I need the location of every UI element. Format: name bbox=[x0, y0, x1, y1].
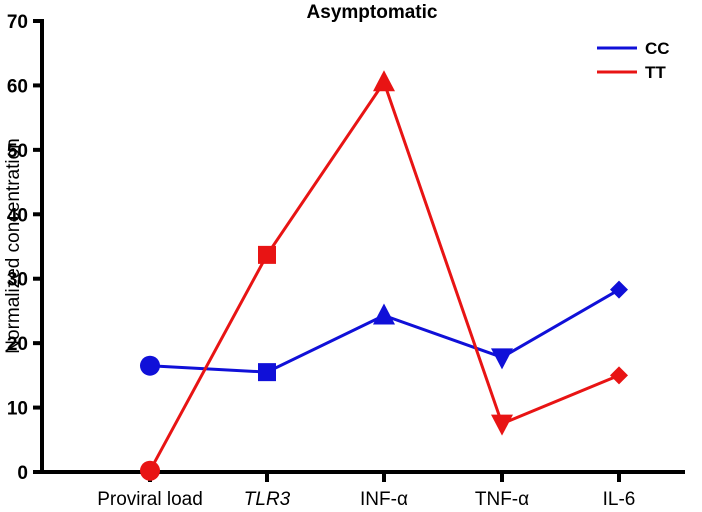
y-tick-label: 50 bbox=[7, 141, 28, 162]
series-group bbox=[140, 70, 628, 481]
legend-label-cc: CC bbox=[645, 39, 670, 58]
data-point-cc bbox=[610, 280, 628, 299]
y-axis-label: Normalized concentration bbox=[3, 138, 24, 353]
axes bbox=[40, 19, 685, 474]
chart-title: Asymptomatic bbox=[307, 2, 438, 23]
x-tick-label: IL-6 bbox=[603, 489, 636, 510]
data-point-cc bbox=[140, 355, 160, 376]
y-tick-label: 10 bbox=[7, 399, 28, 420]
y-tick-label: 0 bbox=[17, 463, 28, 484]
x-tick-label: TNF-α bbox=[475, 489, 529, 510]
legend-label-tt: TT bbox=[645, 63, 666, 82]
y-tick-label: 70 bbox=[7, 12, 28, 33]
series-tt bbox=[140, 70, 628, 481]
data-point-tt bbox=[373, 70, 395, 92]
data-point-tt bbox=[491, 414, 513, 436]
data-point-tt bbox=[258, 245, 276, 264]
x-ticks: Proviral load TLR3 INF-α TNF-α IL-6 bbox=[97, 472, 635, 510]
y-tick-label: 30 bbox=[7, 270, 28, 291]
data-point-tt bbox=[140, 460, 160, 481]
data-point-cc bbox=[373, 303, 395, 325]
data-point-cc bbox=[491, 348, 513, 370]
legend: CC TT bbox=[597, 39, 670, 82]
y-tick-label: 20 bbox=[7, 334, 28, 355]
data-point-tt bbox=[610, 366, 628, 385]
y-ticks: 0 10 20 30 40 50 60 70 bbox=[7, 12, 42, 484]
series-cc bbox=[140, 280, 628, 382]
series-line-tt bbox=[148, 78, 620, 472]
y-tick-label: 40 bbox=[7, 205, 28, 226]
x-tick-label: TLR3 bbox=[244, 489, 291, 510]
x-tick-label: INF-α bbox=[360, 489, 408, 510]
x-tick-label: Proviral load bbox=[97, 489, 203, 510]
series-line-cc bbox=[149, 288, 620, 374]
y-tick-label: 60 bbox=[7, 76, 28, 97]
data-point-cc bbox=[258, 363, 276, 382]
